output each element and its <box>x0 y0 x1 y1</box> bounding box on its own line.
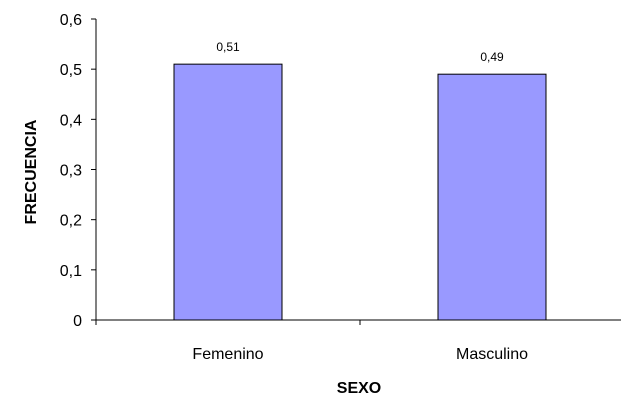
y-axis-title: FRECUENCIA <box>23 119 40 224</box>
y-tick-label: 0,5 <box>60 62 82 79</box>
x-tick-label: Masculino <box>456 346 528 363</box>
x-axis-title: SEXO <box>337 380 381 397</box>
bar <box>437 73 547 321</box>
y-tick-label: 0,6 <box>60 12 82 29</box>
y-tick-label: 0 <box>73 313 82 330</box>
data-label: 0,51 <box>216 40 240 54</box>
x-tick-label: Femenino <box>192 346 263 363</box>
y-tick-label: 0,3 <box>60 163 82 180</box>
data-label: 0,49 <box>480 50 504 64</box>
y-tick-label: 0,2 <box>60 213 82 230</box>
y-tick-label: 0,1 <box>60 263 82 280</box>
bar <box>173 63 283 321</box>
plot-area: 0 0,1 0,2 0,3 0,4 0,5 0,6 0,51 Femenino 0,49 Mascu… <box>60 12 621 363</box>
y-tick-label: 0,4 <box>60 112 82 129</box>
